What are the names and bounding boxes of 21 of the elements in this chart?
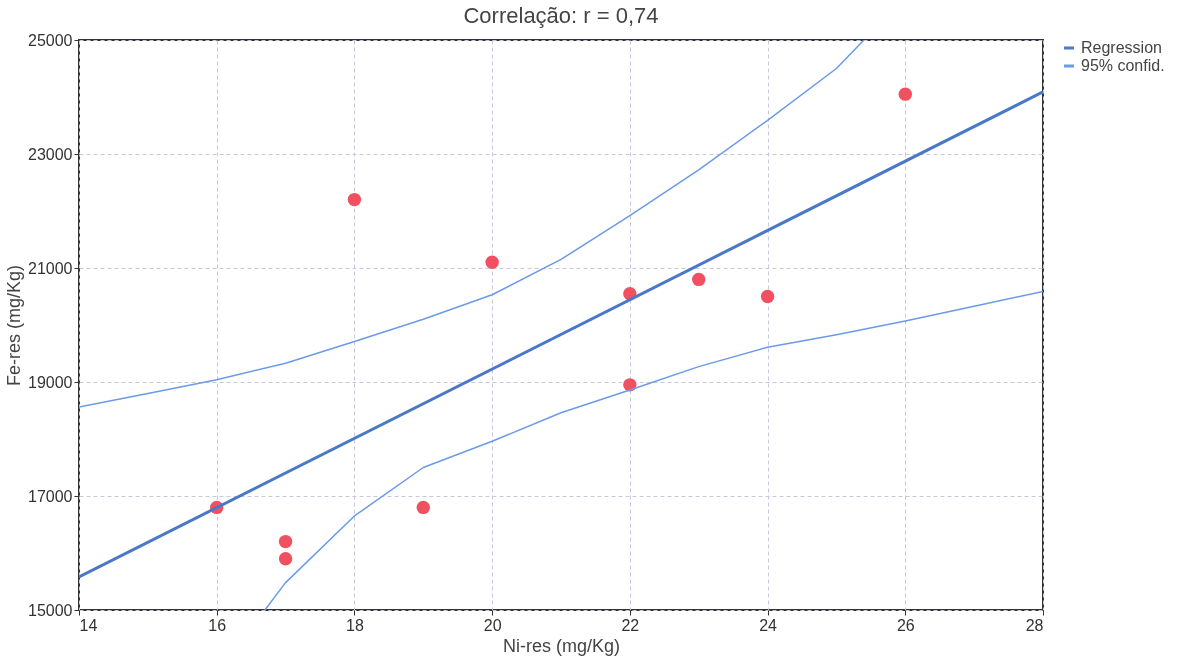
x-axis-title: Ni-res (mg/Kg) — [502, 635, 621, 656]
legend-label: 95% confid. — [1081, 57, 1165, 74]
y-tick-label: 19000 — [28, 373, 73, 391]
x-tick-label: 16 — [208, 616, 227, 634]
x-tick-label: 20 — [483, 616, 502, 634]
x-tick-label: 24 — [759, 616, 778, 634]
line-series — [264, 290, 1043, 610]
line-series — [79, 40, 865, 408]
y-tick-label: 17000 — [28, 487, 73, 505]
y-tick-label: 15000 — [28, 601, 73, 619]
y-tick-label: 21000 — [28, 259, 73, 277]
y-axis-title: Fe-res (mg/Kg) — [4, 264, 25, 387]
x-tick-label: 28 — [1025, 616, 1044, 634]
x-tick-label: 18 — [346, 616, 364, 634]
chart-title: Correlação: r = 0,74 — [463, 3, 659, 28]
x-tick-label: 26 — [896, 616, 915, 634]
x-tick-label: 22 — [621, 616, 640, 634]
y-tick-label: 25000 — [28, 31, 73, 49]
y-tick-label: 23000 — [28, 145, 73, 163]
legend-label: Regression — [1081, 39, 1162, 56]
x-tick-label: 14 — [79, 616, 98, 634]
